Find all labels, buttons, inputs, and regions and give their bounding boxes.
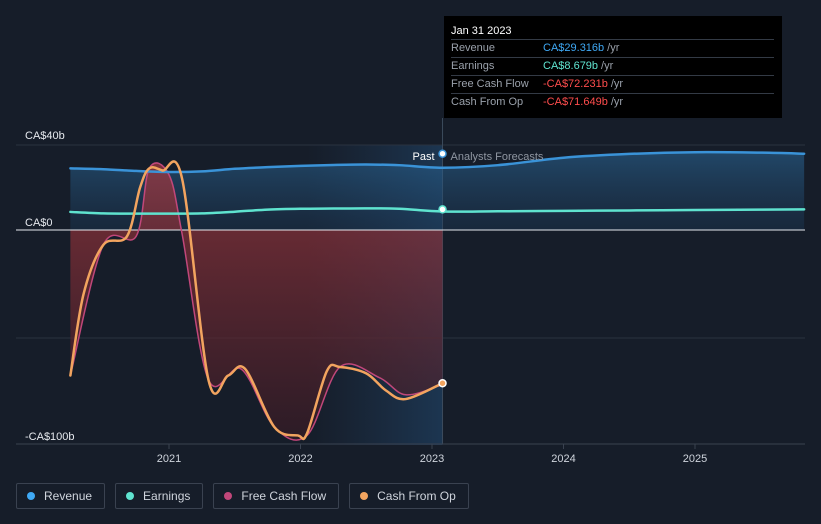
- x-tick-label: 2025: [683, 453, 707, 465]
- free-cash-flow-area: [70, 162, 443, 441]
- y-axis-labels: CA$40b CA$0 -CA$100b: [25, 130, 75, 443]
- y-tick-label: CA$0: [25, 217, 53, 229]
- legend-item-free-cash-flow[interactable]: Free Cash Flow: [213, 483, 340, 509]
- tooltip-unit: /yr: [610, 78, 624, 90]
- y-tick-label: CA$40b: [25, 130, 65, 142]
- earnings-marker: [438, 205, 447, 214]
- past-label: Past: [413, 151, 435, 163]
- legend-item-earnings[interactable]: Earnings: [115, 483, 204, 509]
- tooltip-row-revenue: Revenue CA$29.316b /yr: [451, 39, 774, 57]
- tooltip-value-fcf: -CA$72.231b: [543, 78, 608, 90]
- legend-label: Revenue: [44, 489, 93, 503]
- tooltip-value-earnings: CA$8.679b: [543, 60, 599, 72]
- tooltip-unit: /yr: [607, 42, 620, 54]
- tooltip-unit: /yr: [601, 60, 614, 72]
- tooltip-value-revenue: CA$29.316b: [543, 42, 605, 54]
- tooltip-unit: /yr: [610, 96, 624, 108]
- divider-markers: [438, 149, 447, 388]
- y-tick-label: -CA$100b: [25, 431, 75, 443]
- tooltip-label: Revenue: [451, 42, 496, 54]
- x-tick-label: 2023: [420, 453, 444, 465]
- tooltip-row-fcf: Free Cash Flow -CA$72.231b /yr: [451, 75, 774, 93]
- earnings-line: [69, 207, 806, 215]
- tooltip-panel: Jan 31 2023 Revenue CA$29.316b /yr Earni…: [444, 16, 782, 118]
- revenue-marker: [438, 149, 447, 158]
- series-lines: [69, 150, 806, 441]
- legend-label: Earnings: [143, 489, 191, 503]
- tooltip-row-earnings: Earnings CA$8.679b /yr: [451, 57, 774, 75]
- free-cash-flow-dot-icon: [224, 492, 233, 500]
- x-axis-labels: 2021 2022 2023 2024 2025: [16, 443, 805, 465]
- tooltip-label: Earnings: [451, 60, 495, 72]
- cash-from-op-line: [69, 160, 444, 441]
- tooltip-date: Jan 31 2023: [451, 25, 512, 37]
- tooltip-value-cfo: -CA$71.649b: [543, 96, 608, 108]
- forecast-label: Analysts Forecasts: [451, 151, 544, 163]
- tooltip-row-cfo: Cash From Op -CA$71.649b /yr: [451, 93, 774, 111]
- revenue-dot-icon: [27, 492, 35, 500]
- legend-item-cash-from-op[interactable]: Cash From Op: [349, 483, 469, 509]
- earnings-dot-icon: [126, 492, 135, 500]
- legend-item-revenue[interactable]: Revenue: [16, 483, 106, 509]
- cash-from-op-marker: [438, 378, 447, 388]
- x-tick-label: 2022: [288, 453, 312, 465]
- revenue-line: [69, 150, 806, 174]
- tooltip-label: Free Cash Flow: [451, 78, 529, 90]
- legend: Revenue Earnings Free Cash Flow Cash Fro…: [16, 483, 479, 509]
- cash-from-op-dot-icon: [360, 492, 369, 500]
- tooltip-label: Cash From Op: [451, 96, 524, 108]
- legend-label: Cash From Op: [377, 489, 456, 503]
- legend-label: Free Cash Flow: [241, 489, 327, 503]
- x-tick-label: 2024: [551, 453, 575, 465]
- x-tick-label: 2021: [157, 453, 181, 465]
